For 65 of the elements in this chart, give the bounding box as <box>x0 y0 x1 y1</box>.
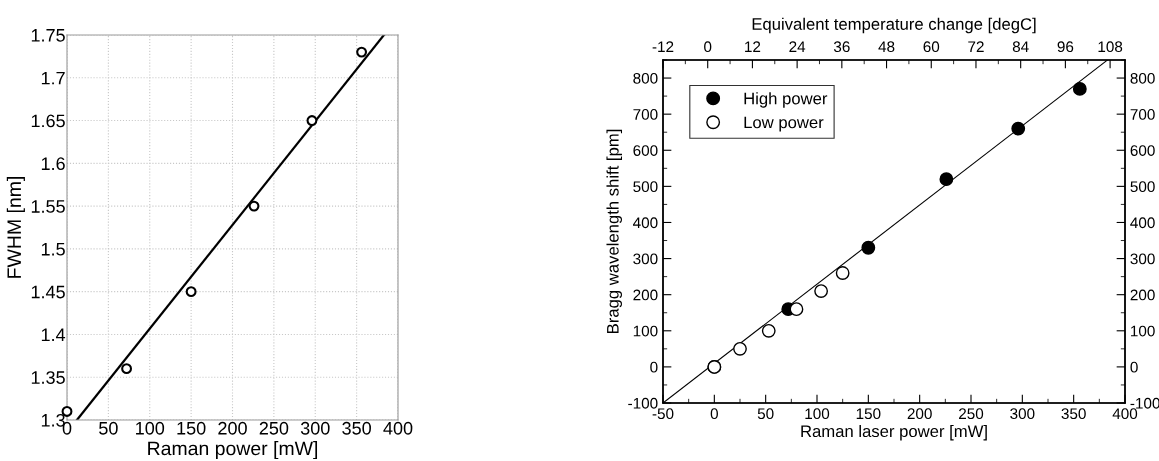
x-tick-label: 0 <box>710 408 718 420</box>
y-tick-label: 1.35 <box>31 371 65 384</box>
x2-tick-label: 48 <box>878 41 895 53</box>
y-tick-label: 1.4 <box>41 328 66 341</box>
y2-tick-label: 500 <box>1130 181 1155 193</box>
x-tick-label: 200 <box>907 408 932 420</box>
y2-tick-label: 100 <box>1131 325 1155 337</box>
x-tick-label: 400 <box>383 421 413 435</box>
x2-tick-label: 72 <box>968 41 984 52</box>
y-tick-label: 0 <box>650 361 658 373</box>
y2-tick-label: 700 <box>1130 109 1155 120</box>
x-tick-label: 250 <box>959 408 984 420</box>
y2-tick-label: 400 <box>1130 217 1155 229</box>
legend-label: High power <box>744 92 828 108</box>
x-tick-label: 400 <box>1112 408 1138 420</box>
y-tick-label: 1.75 <box>31 29 65 42</box>
x-tick-label: 100 <box>805 408 830 420</box>
y-tick-label: 1.55 <box>31 200 65 213</box>
x2-tick-label: -12 <box>652 41 674 52</box>
y-tick-label: 1.45 <box>31 285 65 299</box>
y-tick-label: 100 <box>633 325 658 337</box>
x-tick-label: 150 <box>177 421 206 435</box>
x-tick-label: 50 <box>99 421 118 435</box>
y2-tick-label: 800 <box>1130 72 1155 84</box>
x-tick-label: 150 <box>856 408 881 420</box>
y-tick-label: 300 <box>633 253 658 265</box>
x-tick-label: 300 <box>1010 408 1035 420</box>
x-tick-label: 300 <box>300 421 330 435</box>
y-tick-label: 1.6 <box>41 157 65 171</box>
x-tick-label: 350 <box>342 421 371 435</box>
y2-tick-label: 0 <box>1130 361 1138 373</box>
x2-tick-label: 12 <box>745 41 761 52</box>
y-axis-title: FWHM [nm] <box>6 177 25 278</box>
x2-tick-label: 108 <box>1098 41 1123 53</box>
x-axis-title: Raman laser power [mW] <box>801 424 987 441</box>
y-tick-label: 700 <box>633 109 658 120</box>
y-tick-label: 500 <box>633 181 658 193</box>
x-axis-title: Raman power [mW] <box>148 441 318 460</box>
x2-tick-label: 36 <box>833 41 850 53</box>
y2-tick-label: 200 <box>1130 289 1155 301</box>
y-tick-label: 1.5 <box>41 243 65 256</box>
x-tick-label: 50 <box>757 408 774 420</box>
y-tick-label: 1.7 <box>41 71 65 85</box>
y-axis-title: Bragg wavelength shift [pm] <box>606 129 623 333</box>
x-tick-label: 100 <box>136 421 165 435</box>
y2-tick-label: 300 <box>1130 253 1155 265</box>
legend-label: Low power <box>744 116 824 132</box>
y-tick-label: 800 <box>633 72 658 84</box>
y-tick-label: 400 <box>633 217 658 229</box>
x-tick-label: -50 <box>652 408 674 420</box>
x2-tick-label: 96 <box>1057 41 1074 53</box>
x-tick-label: 200 <box>218 421 247 435</box>
y-tick-label: 600 <box>633 145 658 156</box>
x-tick-label: 350 <box>1061 408 1086 420</box>
y2-tick-label: -100 <box>1130 397 1159 409</box>
y-tick-label: 200 <box>633 289 658 301</box>
y-tick-label: 1.65 <box>31 114 65 128</box>
y-tick-label: -100 <box>628 397 658 409</box>
y2-tick-label: 600 <box>1130 145 1155 156</box>
x2-tick-label: 24 <box>789 41 806 52</box>
x2-axis-title: Equivalent temperature change [degC] <box>752 17 1036 34</box>
x2-tick-label: 60 <box>923 41 940 53</box>
x-tick-label: 250 <box>259 421 289 435</box>
x2-tick-label: 0 <box>704 41 712 53</box>
x2-tick-label: 84 <box>1012 41 1029 53</box>
